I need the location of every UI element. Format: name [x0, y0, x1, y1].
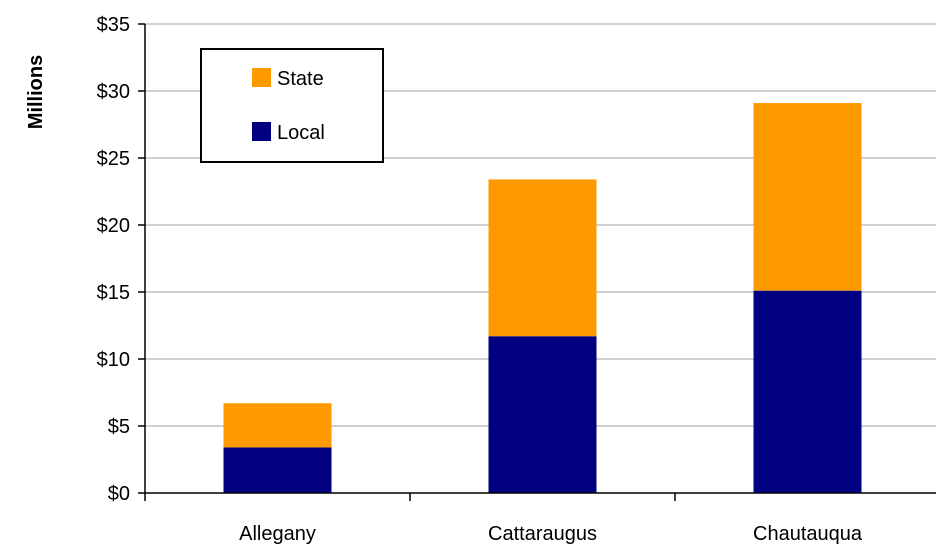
bar-local-allegany: [223, 447, 332, 493]
y-tick-label: $30: [97, 81, 130, 103]
bar-local-cattaraugus: [488, 336, 597, 493]
y-tick-label: $35: [97, 14, 130, 36]
x-tick-label: Allegany: [239, 523, 316, 545]
bars: [223, 103, 862, 493]
legend-swatch-local: [252, 122, 271, 141]
y-tick-label: $15: [97, 282, 130, 304]
axes: [144, 24, 936, 494]
legend-label-state: State: [277, 68, 324, 90]
y-tick-label: $5: [108, 416, 130, 438]
y-axis-label: Millions: [25, 55, 47, 129]
y-tick-label: $0: [108, 483, 130, 505]
bar-state-allegany: [223, 403, 332, 448]
x-tick-label: Chautauqua: [753, 523, 863, 545]
legend-box: [200, 48, 384, 163]
x-tick-label: Cattaraugus: [488, 523, 597, 545]
y-tick-label: $25: [97, 148, 130, 170]
legend: State Local: [200, 48, 384, 163]
bar-state-chautauqua: [753, 103, 862, 291]
y-tick-label: $20: [97, 215, 130, 237]
bar-state-cattaraugus: [488, 179, 597, 337]
x-axis-ticks: Allegany Cattaraugus Chautauqua: [144, 493, 863, 545]
legend-swatch-state: [252, 68, 271, 87]
y-axis-ticks: $0 $5 $10 $15 $20 $25 $30 $35: [97, 14, 145, 505]
legend-label-local: Local: [277, 122, 325, 144]
bar-local-chautauqua: [753, 290, 862, 493]
y-tick-label: $10: [97, 349, 130, 371]
